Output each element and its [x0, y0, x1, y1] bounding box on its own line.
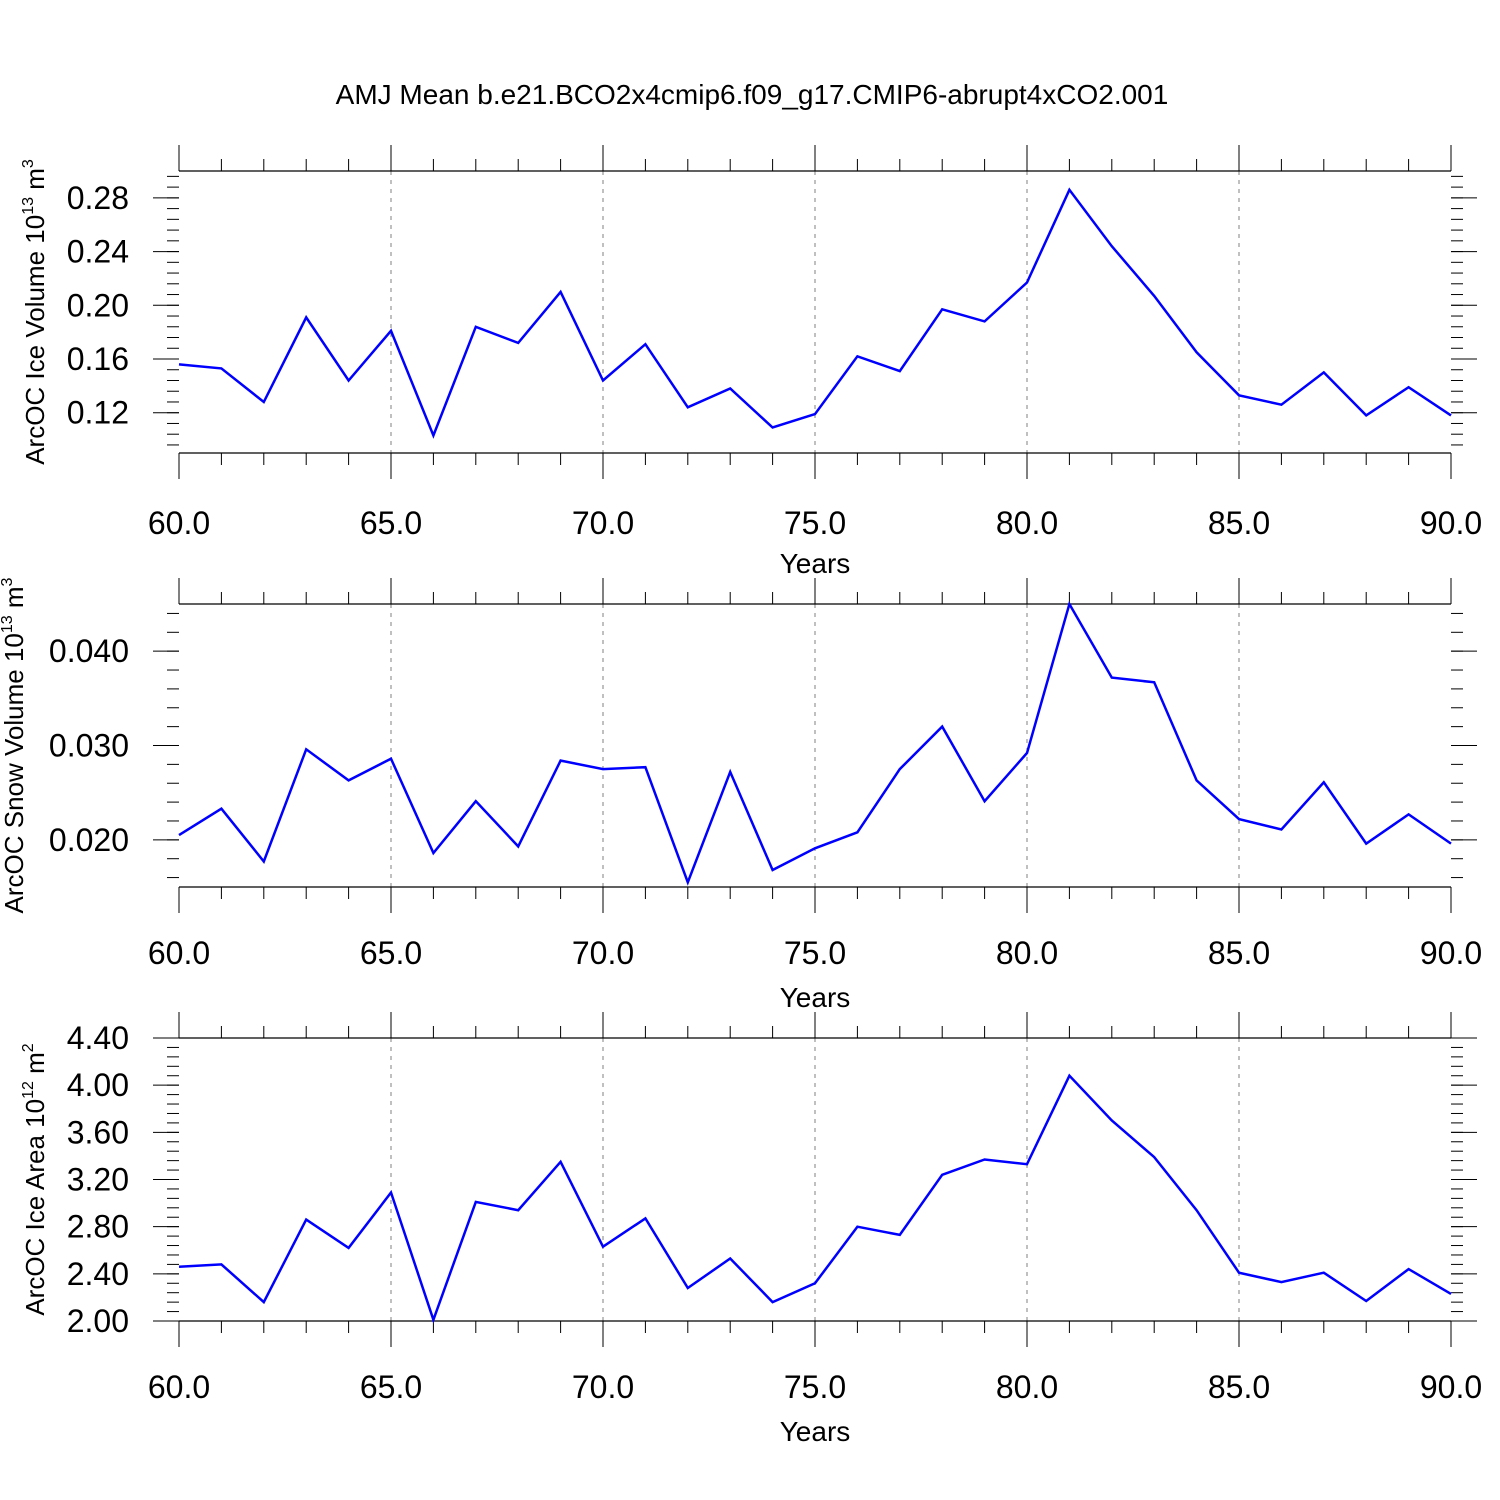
x-tick-label: 90.0 — [1420, 505, 1482, 541]
y-tick-label: 0.12 — [67, 395, 129, 431]
x-tick-label: 70.0 — [572, 935, 634, 971]
y-tick-label: 0.24 — [67, 234, 129, 270]
y-tick-label: 0.20 — [67, 287, 129, 323]
y-axis-label-text: ArcOC Snow Volume 10 — [0, 633, 29, 913]
y-tick-label: 0.020 — [49, 822, 129, 858]
x-tick-label: 85.0 — [1208, 935, 1270, 971]
y-tick-label: 3.20 — [67, 1162, 129, 1198]
y-axis-label-exponent: 12 — [20, 1081, 37, 1099]
y-axis-label-exponent: 13 — [20, 197, 37, 215]
x-tick-label: 90.0 — [1420, 1369, 1482, 1405]
panel-2: 0.020 0.030 0.040 60.0 65.0 70.0 75.0 80.0 85.0 9… — [0, 577, 1482, 1013]
y-axis-label: ArcOC Ice Volume 1013 m3 — [20, 159, 50, 465]
y-axis-label: ArcOC Snow Volume 1013 m3 — [0, 577, 29, 913]
y-axis-label-unit: m — [20, 1052, 50, 1081]
x-tick-label: 80.0 — [996, 505, 1058, 541]
x-tick-label: 75.0 — [784, 505, 846, 541]
y-axis-label-unit-exponent: 2 — [20, 1043, 37, 1052]
panel-3: 2.00 2.40 2.80 3.20 3.60 4.00 4.40 60.0 65.0 70.0… — [20, 1012, 1482, 1447]
x-axis-label: Years — [780, 982, 851, 1013]
x-tick-label: 75.0 — [784, 1369, 846, 1405]
panel-1: 0.12 0.16 0.20 0.24 0.28 60.0 65.0 70.0 75.0 80.0… — [20, 145, 1482, 579]
x-tick-label: 65.0 — [360, 1369, 422, 1405]
x-tick-label: 85.0 — [1208, 1369, 1270, 1405]
series-line — [178, 187, 1452, 439]
series-line — [178, 600, 1452, 886]
y-axis-label-unit: m — [20, 168, 50, 197]
x-tick-label: 75.0 — [784, 935, 846, 971]
y-axis-label-unit: m — [0, 586, 29, 615]
x-tick-label: 70.0 — [572, 1369, 634, 1405]
x-axis-label: Years — [780, 548, 851, 579]
x-tick-label: 65.0 — [360, 935, 422, 971]
y-tick-label: 2.40 — [67, 1256, 129, 1292]
x-tick-label: 60.0 — [148, 935, 210, 971]
x-tick-label: 60.0 — [148, 505, 210, 541]
y-tick-label: 0.030 — [49, 728, 129, 764]
figure-title: AMJ Mean b.e21.BCO2x4cmip6.f09_g17.CMIP6… — [336, 79, 1169, 110]
y-tick-label: 4.40 — [67, 1020, 129, 1056]
y-tick-label: 0.16 — [67, 341, 129, 377]
panels: 0.12 0.16 0.20 0.24 0.28 60.0 65.0 70.0 75.0 80.0… — [0, 145, 1482, 1447]
y-tick-label: 4.00 — [67, 1067, 129, 1103]
y-axis-label: ArcOC Ice Area 1012 m2 — [20, 1043, 50, 1315]
y-tick-label: 3.60 — [67, 1114, 129, 1150]
y-axis-label-unit-exponent: 3 — [0, 577, 16, 586]
y-tick-label: 0.28 — [67, 180, 129, 216]
x-tick-label: 65.0 — [360, 505, 422, 541]
series-line — [178, 1073, 1452, 1324]
x-axis-label: Years — [780, 1416, 851, 1447]
x-tick-label: 90.0 — [1420, 935, 1482, 971]
y-axis-label-unit-exponent: 3 — [20, 159, 37, 168]
y-tick-label: 2.80 — [67, 1209, 129, 1245]
y-axis-label-exponent: 13 — [0, 615, 16, 633]
x-tick-label: 80.0 — [996, 1369, 1058, 1405]
y-tick-label: 2.00 — [67, 1303, 129, 1339]
x-tick-label: 60.0 — [148, 1369, 210, 1405]
y-axis-label-text: ArcOC Ice Area 10 — [20, 1099, 50, 1316]
x-tick-label: 85.0 — [1208, 505, 1270, 541]
x-tick-label: 70.0 — [572, 505, 634, 541]
y-tick-label: 0.040 — [49, 633, 129, 669]
y-axis-label-text: ArcOC Ice Volume 10 — [20, 215, 50, 465]
x-tick-label: 80.0 — [996, 935, 1058, 971]
